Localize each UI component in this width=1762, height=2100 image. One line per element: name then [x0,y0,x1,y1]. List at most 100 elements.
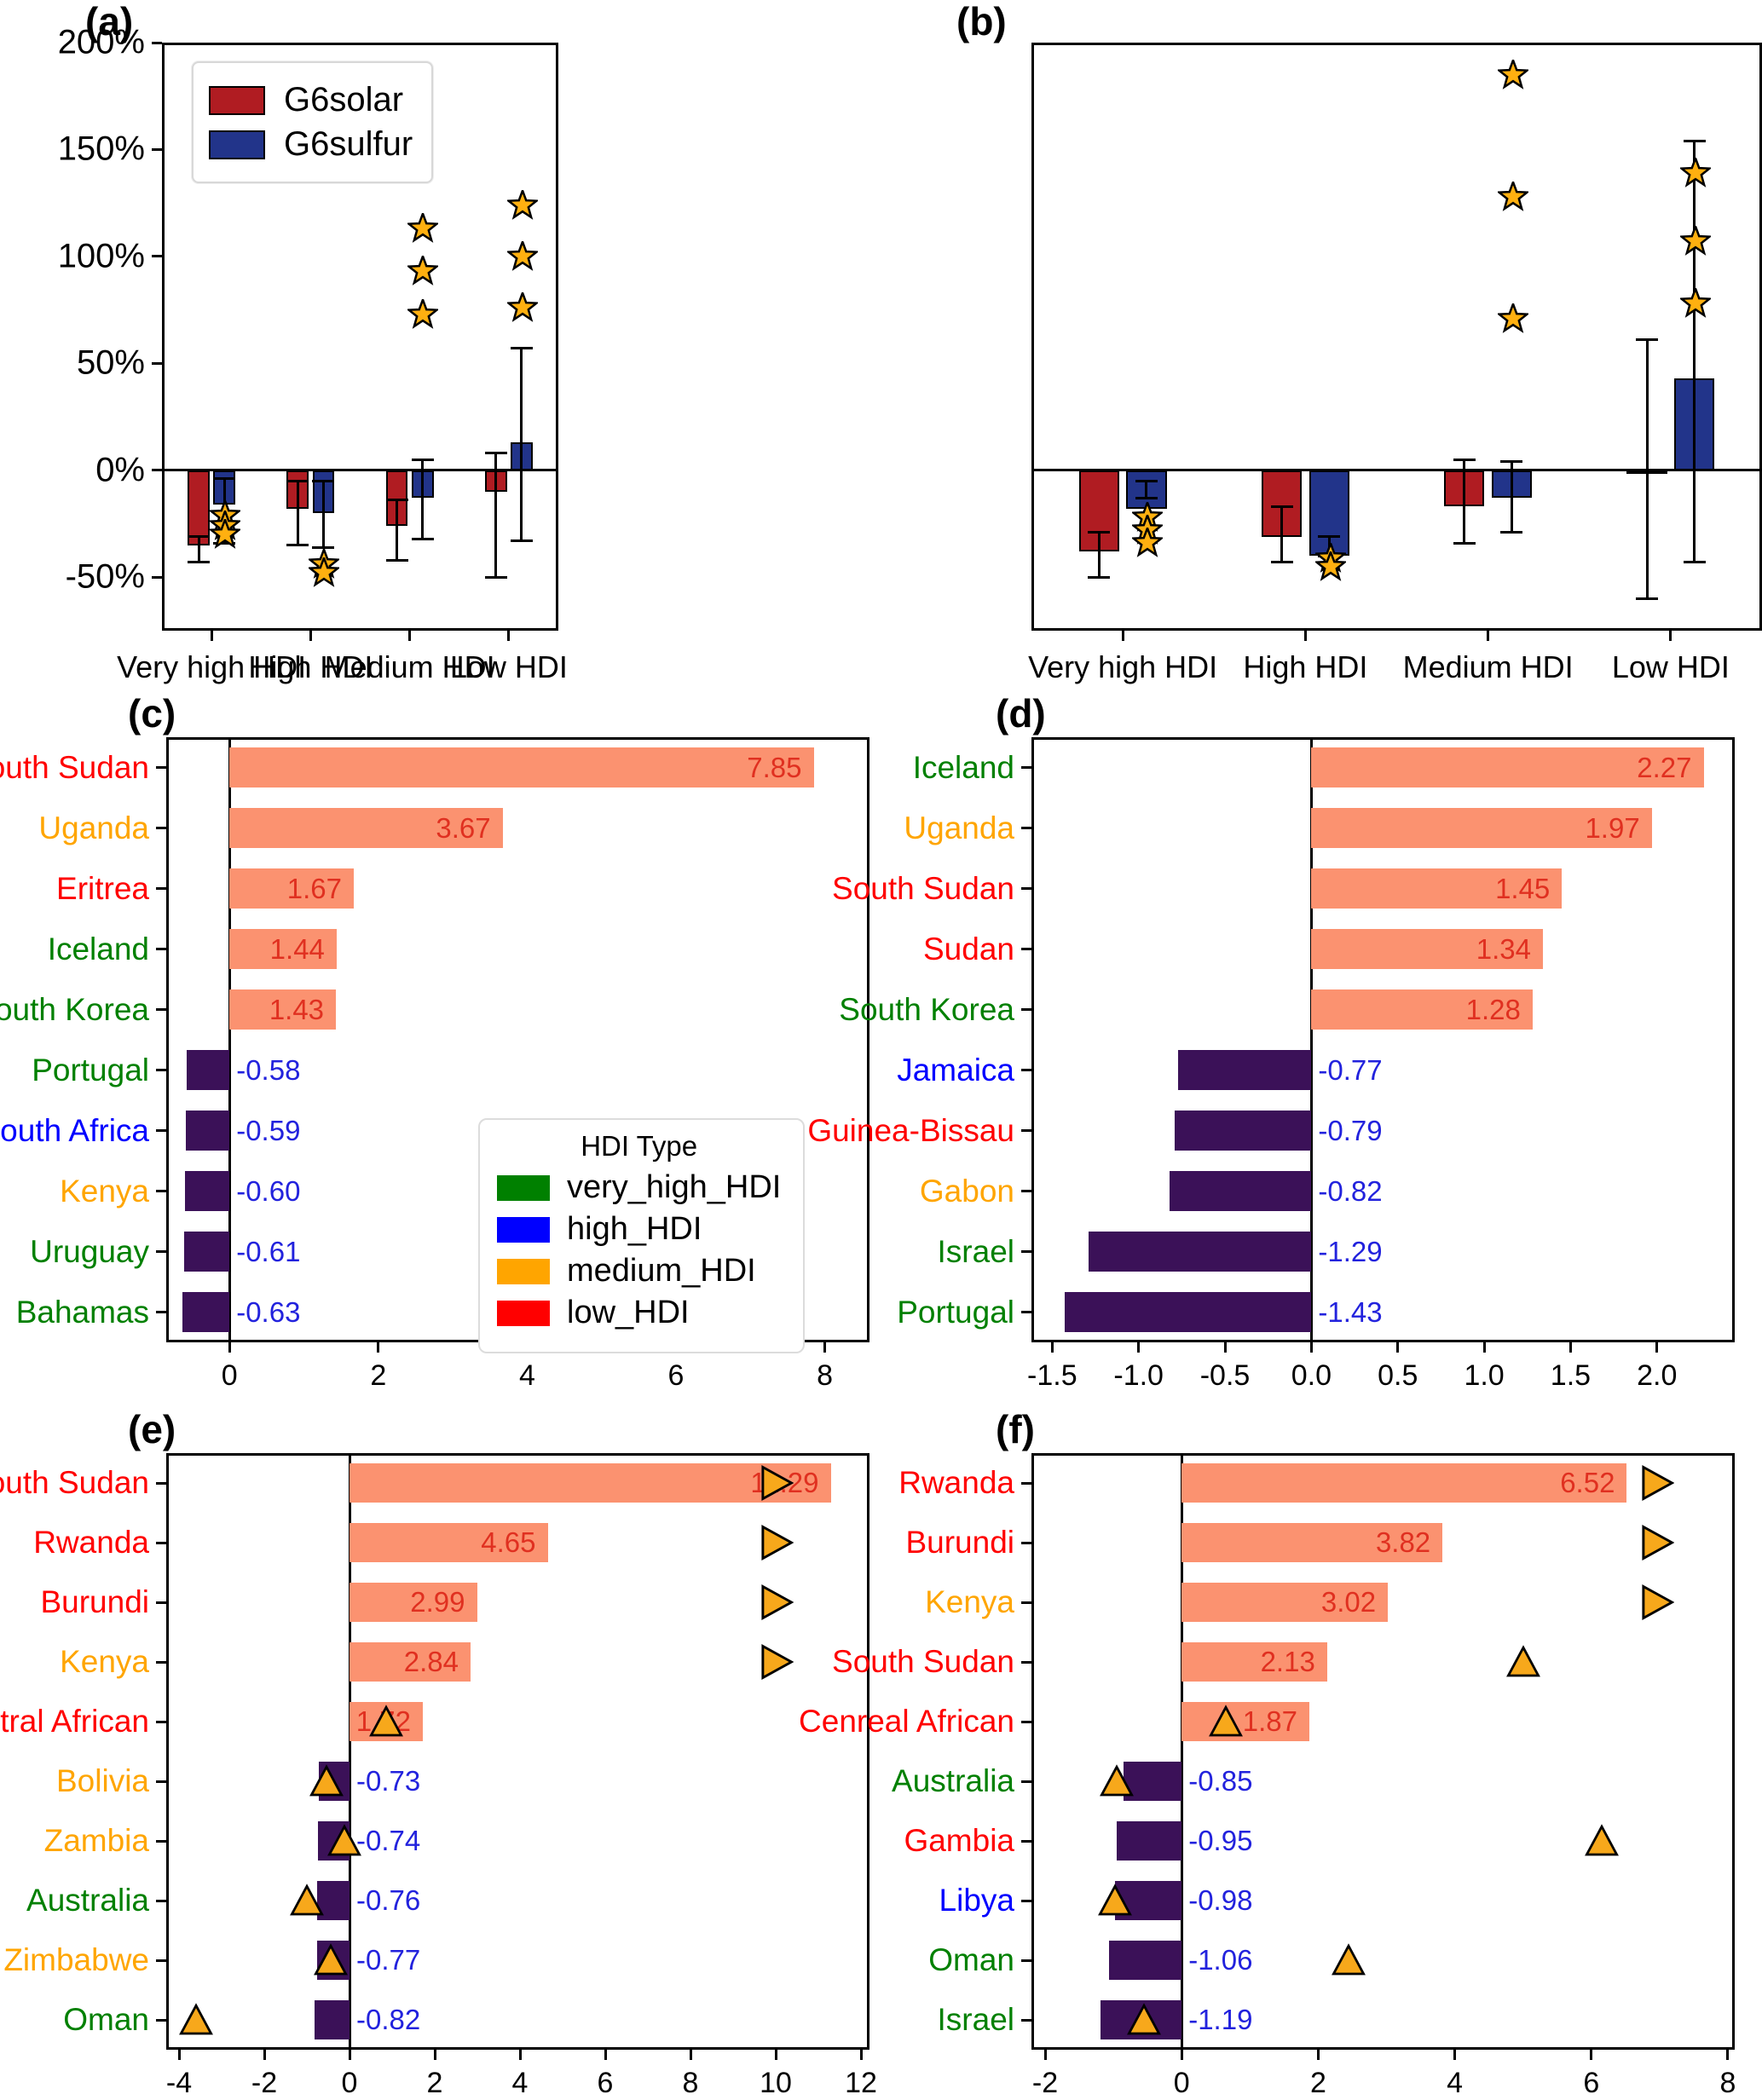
y-axis-tick-label: -50% [65,557,145,596]
significance-star-icon [505,187,540,221]
x-axis-tick [689,2050,692,2060]
trend-marker-up-icon [312,1943,350,1977]
bar-value-label: 7.85 [747,751,802,783]
category-label: Oman [63,2002,149,2037]
y-axis-tick [1021,1481,1031,1485]
y-axis-tick [1021,1720,1031,1723]
x-axis-tick [1482,1342,1486,1353]
error-bar-cap [1453,458,1476,461]
x-axis-tick-label: 4 [518,1359,535,1392]
bar-value-label: 2.27 [1637,751,1692,783]
trend-marker-up-icon [1125,2003,1163,2037]
y-axis-tick [1021,2018,1031,2022]
error-bar-cap [1636,338,1659,342]
error-bar-cap [213,541,236,545]
y-axis-tick [156,1129,166,1132]
error-bar-cap [1683,139,1706,142]
error-bar-line [1510,461,1513,533]
error-bar-cap [188,535,210,539]
bar-value-label: 1.67 [286,872,342,904]
error-bar-cap [484,575,507,579]
bar-value-label: -0.77 [1318,1053,1383,1086]
x-axis-tick [1316,2050,1320,2060]
y-axis-tick [1021,1959,1031,1962]
x-axis-tick-label: -2 [251,2067,278,2099]
error-bar-cap [188,561,210,564]
x-axis-tick [1137,1342,1141,1353]
y-axis-tick [1021,887,1031,890]
significance-star-icon [1678,155,1713,188]
significance-star-icon [505,239,540,272]
y-axis-tick [1021,1008,1031,1011]
panel-e-label: (e) [128,1407,176,1451]
bar [350,1582,477,1623]
category-label: Burundi [40,1584,149,1619]
bar-value-label: 3.02 [1320,1586,1377,1618]
legend-label-low-hdi: low_HDI [567,1295,690,1330]
bar-value-label: 1.34 [1476,932,1531,965]
y-axis-tick [152,255,162,258]
trend-marker-up-icon [288,1884,326,1918]
x-axis-tick [1050,1342,1054,1353]
category-label: Libya [939,1883,1014,1918]
bar [229,989,337,1030]
error-bar-line [1097,532,1101,578]
bar-value-label: 6.52 [1560,1467,1615,1498]
bar-value-label: -0.98 [1188,1884,1253,1916]
category-label: Jamaica [897,1052,1014,1088]
x-axis-tick [1180,2050,1183,2060]
legend-item-high-hdi: high_HDI [497,1211,781,1248]
x-axis-tick-label: -1.5 [1027,1359,1077,1392]
error-bar-cap [1318,535,1341,539]
category-label: Australia [892,1763,1014,1798]
x-axis-tick-label: 8 [817,1359,834,1392]
bar-value-label: -0.58 [236,1053,301,1086]
x-axis-tick-label: 6 [597,2067,614,2099]
bar [350,1522,548,1563]
bar-value-label: -1.29 [1318,1235,1383,1267]
bar-value-label: -0.74 [356,1825,421,1856]
x-axis-tick [1223,1342,1227,1353]
x-axis-tick-label: 8 [1719,2067,1736,2099]
significance-star-icon [406,296,441,330]
y-axis-tick [1021,1660,1031,1664]
error-bar-line [421,459,425,539]
bar [1311,929,1543,969]
category-label: Uruguay [30,1233,149,1269]
panel-f-label: (f) [996,1407,1035,1451]
y-axis-tick [152,147,162,151]
x-axis-tick-label: High HDI [1243,649,1368,684]
x-axis-tick-label: 0.0 [1291,1359,1332,1392]
y-axis-tick [156,766,166,769]
y-axis-tick-label: 200% [57,23,145,61]
bar [229,747,814,788]
y-axis-tick-label: 150% [57,130,145,168]
bar [229,868,354,909]
zero-line [1180,1453,1183,2050]
medium-hdi-swatch-icon [497,1258,550,1284]
bar-value-label: 2.99 [410,1586,465,1618]
category-label: Sudan [923,931,1014,966]
y-axis-tick [1021,1839,1031,1843]
x-axis-tick [859,2050,863,2060]
low-hdi-swatch-icon [497,1300,550,1326]
legend-item-low-hdi: low_HDI [497,1295,781,1331]
bar-value-label: 1.45 [1495,872,1551,904]
trend-marker-up-icon [326,1824,363,1858]
series-legend: G6solar G6sulfur [192,61,434,183]
y-axis-tick [1021,1190,1031,1192]
y-axis-tick-label: 100% [57,237,145,275]
error-bar-cap [1500,460,1523,464]
y-axis-tick [156,827,166,829]
zero-line [1031,469,1762,472]
hdi-type-legend: HDI Type very_high_HDI high_HDI medium_H… [478,1118,806,1353]
category-label: Australia [26,1883,149,1918]
legend-item-g6sulfur: G6sulfur [209,125,413,164]
bar [182,1292,230,1332]
error-bar-cap [1636,597,1659,600]
x-axis-tick [774,2050,777,2060]
bar [1181,1582,1389,1623]
x-axis-tick [210,631,213,641]
y-axis-tick [156,1959,166,1962]
y-axis-tick [156,1190,166,1192]
